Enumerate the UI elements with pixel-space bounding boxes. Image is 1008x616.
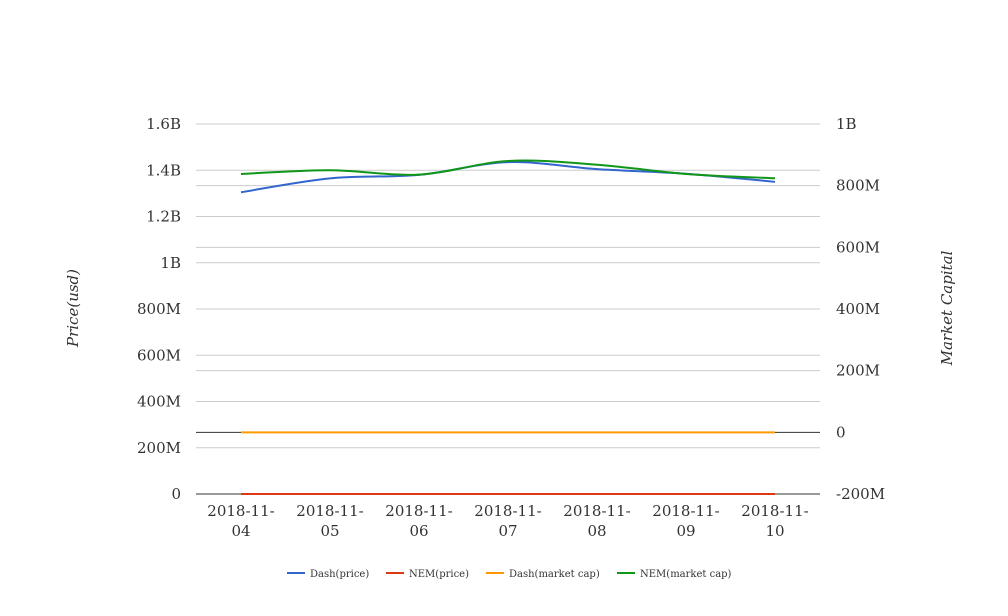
left-tick-label: 800M (137, 300, 181, 318)
legend-label-nem-market-cap: NEM(market cap) (640, 569, 732, 580)
left-tick-label: 600M (137, 346, 181, 364)
legend-label-dash-price: Dash(price) (310, 569, 369, 580)
x-tick-label: 2018-11-08 (563, 502, 630, 540)
legend: Dash(price) NEM(price) Dash(market cap) NEM… (287, 569, 732, 580)
x-tick-label: 2018-11-06 (385, 502, 452, 540)
right-tick-label: -200M (836, 485, 885, 503)
right-tick-label: 200M (836, 362, 880, 380)
left-tick-label: 1.4B (146, 161, 181, 179)
right-tick-label: 800M (836, 177, 880, 195)
right-axis-ticks: -200M 0 200M 400M 600M 800M 1B (836, 115, 885, 503)
left-tick-label: 400M (137, 393, 181, 411)
grid-lines (196, 123, 820, 495)
x-tick-label: 2018-11-07 (474, 502, 541, 540)
left-tick-label: 0 (171, 485, 181, 503)
left-tick-label: 1.6B (146, 115, 181, 133)
left-axis-ticks: 0 200M 400M 600M 800M 1B 1.2B 1.4B 1.6B (137, 115, 181, 503)
series-line-nem-market-cap (240, 159, 776, 180)
x-tick-label: 2018-11-10 (741, 502, 808, 540)
left-tick-label: 1.2B (146, 208, 181, 226)
series-lines (240, 159, 776, 496)
left-tick-label: 200M (137, 439, 181, 457)
right-tick-label: 600M (836, 238, 880, 256)
x-tick-label: 2018-11-09 (652, 502, 719, 540)
x-tick-label: 2018-11-05 (296, 502, 363, 540)
right-tick-label: 400M (836, 300, 880, 318)
left-axis-title: Price(usd) (64, 269, 82, 348)
series-line-dash-price (240, 161, 776, 194)
x-axis-ticks: 2018-11-04 2018-11-05 2018-11-06 2018-11-07… (207, 502, 808, 540)
legend-label-nem-price: NEM(price) (409, 569, 469, 580)
right-tick-label: 0 (836, 423, 846, 441)
x-tick-label: 2018-11-04 (207, 502, 274, 540)
right-axis-title: Market Capital (938, 250, 956, 366)
right-tick-label: 1B (836, 115, 857, 133)
legend-label-dash-market-cap: Dash(market cap) (509, 569, 600, 580)
left-tick-label: 1B (160, 254, 181, 272)
